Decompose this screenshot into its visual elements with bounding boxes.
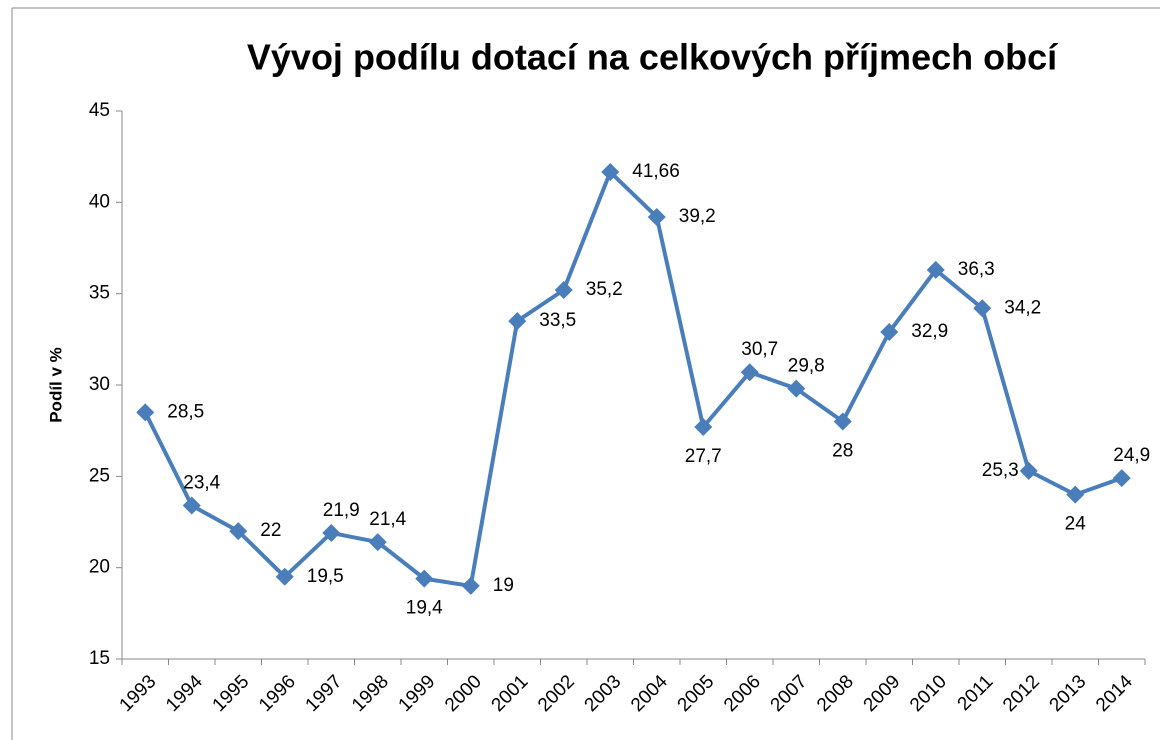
data-label: 24 [1065,514,1087,535]
x-tick-label: 2014 [1092,671,1137,716]
data-label: 28,5 [167,401,204,422]
marker [647,207,666,226]
x-tick-label: 2007 [767,671,812,716]
marker [1066,485,1085,504]
data-label: 39,2 [679,206,716,227]
data-label: 35,2 [586,279,623,300]
data-label: 32,9 [911,321,948,342]
x-tick-label: 2000 [441,671,486,716]
x-tick-label: 2012 [999,671,1044,716]
x-tick-label: 2008 [813,671,858,716]
data-label: 36,3 [958,259,995,280]
x-tick-label: 2005 [674,671,719,716]
x-tick-label: 2004 [627,671,672,716]
data-label: 33,5 [539,310,576,331]
data-label: 24,9 [1113,445,1150,466]
data-label: 30,7 [741,339,778,360]
data-label: 23,4 [183,473,220,494]
marker [229,522,248,541]
marker [322,523,341,542]
marker [880,323,899,342]
marker [1019,461,1038,480]
x-tick-label: 2009 [860,671,905,716]
x-tick-label: 1995 [209,671,254,716]
x-tick-label: 2011 [954,671,998,715]
y-tick-label: 40 [89,191,110,212]
x-tick-label: 2006 [720,671,765,716]
marker [182,496,201,515]
data-label: 21,4 [369,509,406,530]
y-tick-label: 20 [89,557,110,578]
marker [275,567,294,586]
x-tick-label: 2003 [581,671,626,716]
marker [787,379,806,398]
marker [601,163,620,182]
data-label: 19 [493,575,514,596]
chart-title: Vývoj podílu dotací na celkových příjmec… [247,37,1058,78]
marker [740,363,759,382]
x-tick-label: 1993 [116,671,161,716]
y-tick-label: 45 [89,100,110,121]
data-label: 25,3 [982,460,1019,481]
data-label: 28 [832,441,853,462]
x-tick-label: 2001 [488,671,533,716]
y-tick-label: 15 [89,648,110,669]
y-axis-title: Podíl v % [46,347,65,423]
y-tick-label: 25 [89,465,110,486]
data-label: 19,5 [307,566,344,587]
data-label: 21,9 [323,500,360,521]
x-tick-label: 1996 [255,671,300,716]
x-tick-label: 2010 [906,671,951,716]
marker [461,576,480,595]
marker [973,299,992,318]
marker [368,533,387,552]
x-tick-label: 2002 [534,671,579,716]
marker [1112,469,1131,488]
y-tick-label: 30 [89,374,110,395]
data-label: 41,66 [632,161,680,182]
data-label: 34,2 [1004,297,1041,318]
marker [415,569,434,588]
x-tick-label: 1997 [302,671,347,716]
y-tick-label: 35 [89,283,110,304]
x-tick-label: 2013 [1046,671,1091,716]
data-label: 22 [260,520,281,541]
x-tick-label: 1998 [348,671,393,716]
marker [694,418,713,437]
x-tick-label: 1994 [162,671,207,716]
marker [926,260,945,279]
data-label: 29,8 [788,356,825,377]
line [143,170,1123,588]
data-label: 27,7 [685,446,722,467]
data-label: 19,4 [406,598,443,619]
x-tick-label: 1999 [395,671,440,716]
marker [833,412,852,431]
marker [136,403,155,422]
marker [554,281,573,300]
marker [508,312,527,331]
